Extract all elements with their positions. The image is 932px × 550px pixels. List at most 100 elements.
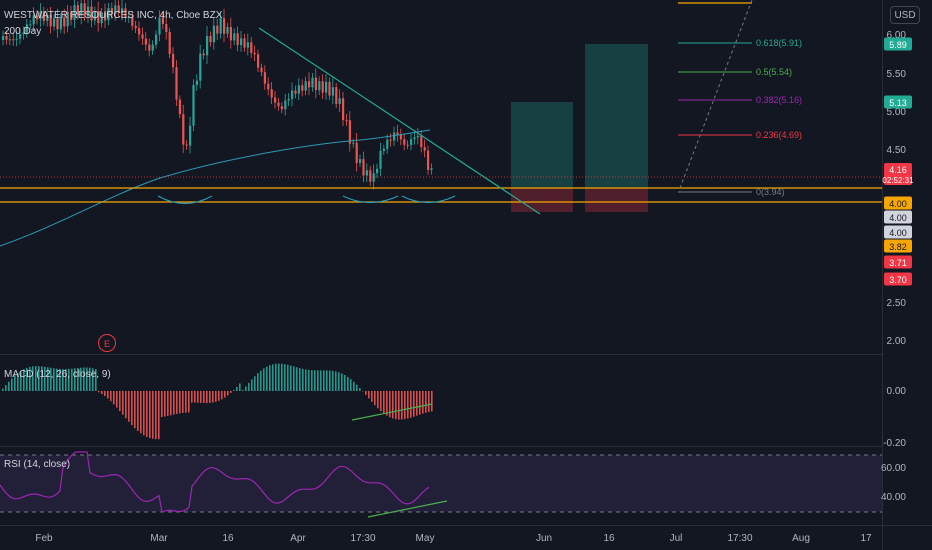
candle-body[interactable] [284,100,287,110]
candle-body[interactable] [280,106,283,110]
candle-body[interactable] [32,15,35,25]
candle-body[interactable] [182,114,185,145]
candle-body[interactable] [131,16,134,26]
candle-body[interactable] [104,12,107,21]
candle-body[interactable] [270,89,273,98]
candle-body[interactable] [80,3,83,16]
candle-body[interactable] [240,38,243,46]
candle-body[interactable] [229,26,232,41]
candle-body[interactable] [178,99,181,115]
candle-body[interactable] [158,17,161,35]
candle-body[interactable] [138,28,141,35]
candle-body[interactable] [134,25,137,29]
candle-body[interactable] [124,8,127,18]
candle-body[interactable] [53,18,56,27]
candle-body[interactable] [257,54,260,68]
candle-body[interactable] [274,97,277,103]
candle-body[interactable] [93,11,96,21]
candle-body[interactable] [110,8,113,14]
earnings-marker[interactable]: E [98,334,116,352]
candle-body[interactable] [90,6,93,21]
candle-body[interactable] [359,159,362,163]
candle-body[interactable] [25,24,28,33]
projection-dashed-line[interactable] [679,0,753,189]
candle-body[interactable] [127,16,130,18]
candle-body[interactable] [406,144,409,146]
candle-body[interactable] [151,44,154,51]
long-position-stop-zone[interactable] [511,188,573,212]
candle-body[interactable] [267,83,270,90]
long-position-stop-zone[interactable] [585,188,648,212]
candle-body[interactable] [277,102,280,107]
candle-body[interactable] [165,23,168,33]
candle-body[interactable] [382,148,385,151]
rsi-divergence-line[interactable] [367,500,448,518]
candle-body[interactable] [365,170,368,176]
macd-legend[interactable]: MACD (12, 26, close, 9) [4,369,111,380]
candle-body[interactable] [209,36,212,43]
candle-body[interactable] [399,134,402,140]
candle-body[interactable] [56,18,59,30]
candle-body[interactable] [22,32,25,35]
candle-body[interactable] [287,98,290,101]
rsi-line[interactable] [0,451,430,513]
pattern-arc[interactable] [157,195,213,205]
candle-body[interactable] [352,142,355,144]
candle-body[interactable] [416,135,419,138]
candle-body[interactable] [345,120,348,122]
candle-body[interactable] [410,139,413,145]
candle-body[interactable] [423,147,426,151]
candle-body[interactable] [393,132,396,141]
candle-body[interactable] [291,90,294,99]
candle-body[interactable] [376,168,379,174]
candle-body[interactable] [338,98,341,104]
candle-body[interactable] [243,38,246,48]
candle-body[interactable] [83,3,86,17]
candle-body[interactable] [233,33,236,41]
candle-body[interactable] [403,139,406,145]
candle-body[interactable] [87,6,90,17]
candle-body[interactable] [114,5,117,14]
currency-button[interactable]: USD [890,6,920,24]
candle-body[interactable] [189,125,192,146]
candle-body[interactable] [386,139,389,149]
candle-body[interactable] [49,14,52,27]
candle-body[interactable] [260,67,263,73]
ma-legend[interactable]: 200 Day [4,26,41,37]
candle-body[interactable] [148,44,151,51]
candle-body[interactable] [70,11,73,20]
candle-body[interactable] [304,81,307,91]
candle-body[interactable] [372,173,375,182]
symbol-legend[interactable]: WESTWATER RESOURCES INC, 4h, Cboe BZX [4,10,223,21]
candle-body[interactable] [223,18,226,34]
candle-body[interactable] [172,53,175,68]
candle-body[interactable] [335,87,338,104]
candle-body[interactable] [195,80,198,85]
macd-divergence-line[interactable] [351,403,433,421]
candle-body[interactable] [100,12,103,24]
candle-body[interactable] [192,84,195,126]
candle-body[interactable] [36,15,39,20]
moving-average-line[interactable] [0,129,431,247]
candle-body[interactable] [39,11,42,20]
candle-body[interactable] [15,38,18,40]
candle-body[interactable] [430,168,433,170]
candle-body[interactable] [107,8,110,21]
candle-body[interactable] [199,53,202,81]
pattern-arc[interactable] [342,195,399,204]
candle-body[interactable] [308,81,311,88]
candle-body[interactable] [8,39,11,41]
candle-body[interactable] [396,132,399,135]
candle-body[interactable] [12,39,15,41]
long-position-target-zone[interactable] [511,102,573,188]
candle-body[interactable] [2,36,5,40]
candle-body[interactable] [117,5,120,13]
candle-body[interactable] [168,32,171,54]
candle-body[interactable] [318,81,321,91]
candle-body[interactable] [301,85,304,91]
candle-body[interactable] [420,135,423,148]
candlestick-series[interactable] [2,0,433,190]
candle-body[interactable] [19,34,22,39]
candle-body[interactable] [46,14,49,21]
candle-body[interactable] [311,77,314,88]
